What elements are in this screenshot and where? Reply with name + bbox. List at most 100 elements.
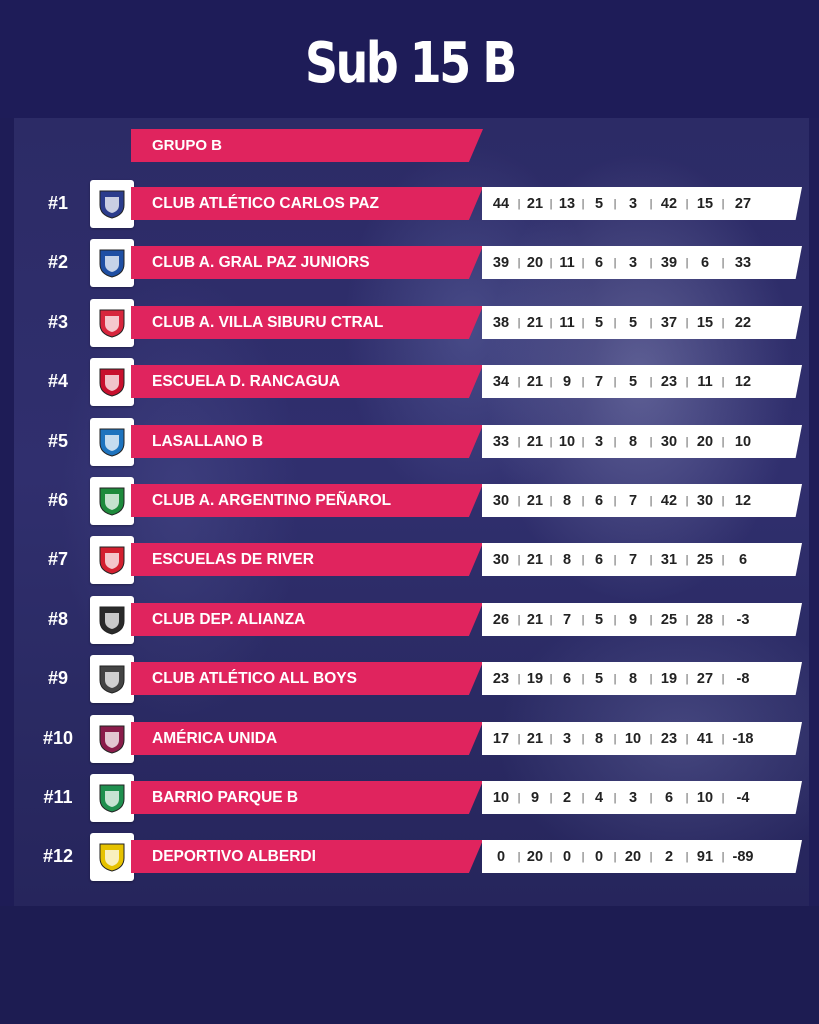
rank-label: #3 [47,312,69,332]
stat-separator: | [517,672,521,685]
stat-cell: 21 [526,314,544,331]
header: Sub 15 B [0,0,819,118]
villa-siburu-badge-icon [99,309,125,338]
team-badge [90,299,134,347]
barrio-parque-badge-icon [99,784,125,813]
stat-cell: 19 [526,670,544,687]
stat-cell: 33 [492,433,510,450]
stat-cell: 9 [562,373,572,390]
stat-separator: | [613,850,617,863]
badge-inner [105,375,119,391]
stat-cell: 10 [558,433,576,450]
stat-cell: 20 [526,848,544,865]
team-name: AMÉRICA UNIDA [131,722,483,755]
table-row: #1 CLUB ATLÉTICO CARLOS PAZ 44 | 21 | 13 | 5 | 3 | 4… [0,180,819,228]
table-row: #2 CLUB A. GRAL PAZ JUNIORS 39 | 20 | 11 | 6 | 3 | 3… [0,239,819,287]
team-name: ESCUELAS DE RIVER [131,543,483,576]
stat-cell: 10 [696,789,714,806]
stat-cell: 10 [492,789,510,806]
stat-separator: | [649,435,653,448]
stats-bar: 17 | 21 | 3 | 8 | 10 | 23 | 41 | -18 [482,722,802,755]
stat-cell: -18 [732,730,754,747]
stat-separator: | [613,435,617,448]
stat-cell: 44 [492,195,510,212]
stat-separator: | [581,316,585,329]
stat-cell: -89 [732,848,754,865]
stat-cell: 19 [660,670,678,687]
table-row: #12 DEPORTIVO ALBERDI 0 | 20 | 0 | 0 | 20 | 2 | 91 | -89 [0,833,819,881]
stat-cell: 3 [628,789,638,806]
stat-cell: 20 [624,848,642,865]
stat-separator: | [613,375,617,388]
stat-cell: 5 [628,314,638,331]
stat-cell: 8 [594,730,604,747]
stat-separator: | [685,850,689,863]
stats-bar: 39 | 20 | 11 | 6 | 3 | 39 | 6 | 33 [482,246,802,279]
team-name: CLUB ATLÉTICO ALL BOYS [131,662,483,695]
rank-label: #4 [47,371,69,391]
stat-separator: | [517,732,521,745]
group-label: GRUPO B [131,129,483,162]
stat-separator: | [721,672,725,685]
stat-cell: 10 [734,433,752,450]
stat-separator: | [685,494,689,507]
panel-left-edge [0,118,14,906]
stat-cell: 2 [664,848,674,865]
stat-cell: 25 [696,551,714,568]
stat-cell: 33 [734,254,752,271]
america-unida-badge-icon [99,725,125,754]
stat-cell: 25 [660,611,678,628]
stat-separator: | [649,256,653,269]
stat-separator: | [649,553,653,566]
stat-separator: | [581,494,585,507]
team-badge [90,418,134,466]
stat-cell: 6 [594,551,604,568]
stat-separator: | [613,553,617,566]
stat-cell: 41 [696,730,714,747]
stat-cell: 91 [696,848,714,865]
team-name: CLUB A. ARGENTINO PEÑAROL [131,484,483,517]
badge-inner [105,850,119,866]
stat-separator: | [517,553,521,566]
table-row: #9 CLUB ATLÉTICO ALL BOYS 23 | 19 | 6 | 5 | 8 | 19 | 2… [0,655,819,703]
stat-separator: | [517,375,521,388]
stat-cell: 27 [696,670,714,687]
badge-inner [105,435,119,451]
stat-separator: | [613,197,617,210]
stat-cell: 39 [492,254,510,271]
team-badge [90,180,134,228]
stat-cell: -4 [736,789,750,806]
stat-cell: 21 [526,433,544,450]
lasallano-badge-icon [99,428,125,457]
stat-separator: | [613,672,617,685]
stat-cell: 7 [594,373,604,390]
table-row: #4 ESCUELA D. RANCAGUA 34 | 21 | 9 | 7 | 5 | 23 | 11 | 1… [0,358,819,406]
team-name: CLUB A. VILLA SIBURU CTRAL [131,306,483,339]
stat-separator: | [649,197,653,210]
table-row: #7 ESCUELAS DE RIVER 30 | 21 | 8 | 6 | 7 | 31 | 25 | 6 [0,536,819,584]
stat-separator: | [721,375,725,388]
stat-separator: | [549,791,553,804]
stat-separator: | [649,732,653,745]
rank-label: #5 [47,431,69,451]
team-name: BARRIO PARQUE B [131,781,483,814]
stat-separator: | [581,613,585,626]
stat-cell: 21 [526,551,544,568]
badge-inner [105,494,119,510]
stat-separator: | [613,613,617,626]
stat-cell: 3 [562,730,572,747]
team-name: CLUB A. GRAL PAZ JUNIORS [131,246,483,279]
stats-bar: 30 | 21 | 8 | 6 | 7 | 31 | 25 | 6 [482,543,802,576]
badge-inner [105,791,119,807]
badge-inner [105,316,119,332]
stat-separator: | [549,613,553,626]
stat-separator: | [581,791,585,804]
stat-cell: 0 [562,848,572,865]
team-badge [90,655,134,703]
stat-cell: 17 [492,730,510,747]
stat-separator: | [581,732,585,745]
alberdi-badge-icon [99,843,125,872]
stat-separator: | [685,375,689,388]
gral-paz-badge-icon [99,249,125,278]
stat-separator: | [649,316,653,329]
